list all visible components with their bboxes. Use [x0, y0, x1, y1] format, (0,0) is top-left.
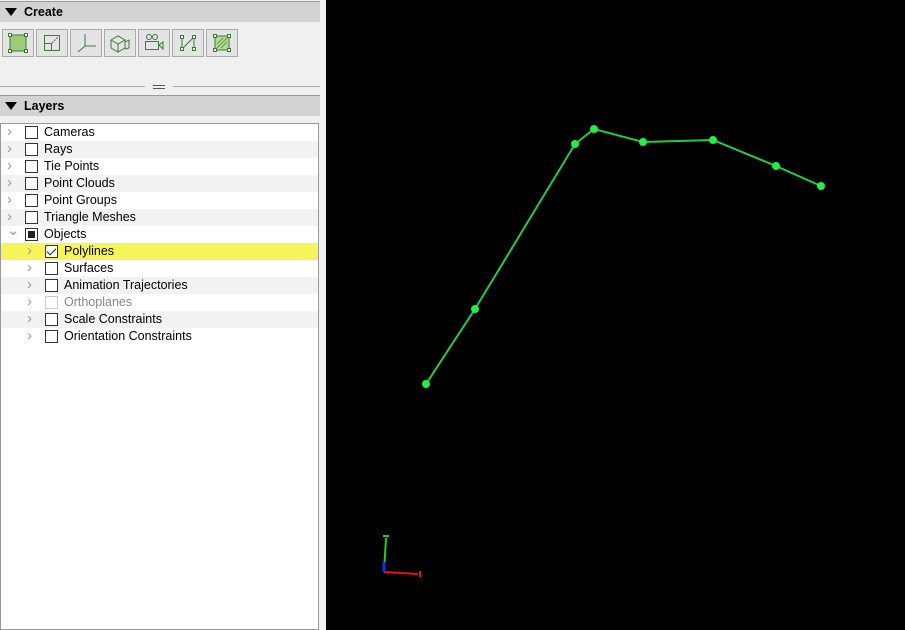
layer-label: Surfaces [64, 261, 114, 275]
polyline-vertex[interactable] [817, 182, 825, 190]
layer-item-rays[interactable]: › Rays [1, 141, 318, 158]
visibility-checkbox[interactable] [25, 160, 38, 173]
chevron-right-icon[interactable]: › [27, 242, 32, 259]
chevron-right-icon[interactable]: › [7, 140, 12, 157]
create-panel-title: Create [24, 5, 63, 19]
layer-item-scale-constraints[interactable]: › Scale Constraints [1, 311, 318, 328]
layer-item-orientation-constraints[interactable]: › Orientation Constraints [1, 328, 318, 345]
box-camera-button[interactable] [104, 29, 136, 57]
layer-label: Cameras [44, 125, 95, 139]
visibility-checkbox[interactable] [45, 262, 58, 275]
polyline[interactable] [425, 127, 822, 385]
visibility-checkbox[interactable] [25, 126, 38, 139]
chevron-right-icon[interactable]: › [7, 191, 12, 208]
polyline-button[interactable] [172, 29, 204, 57]
polyline-vertex[interactable] [471, 305, 479, 313]
chevron-right-icon[interactable]: › [27, 327, 32, 344]
polyline-icon [180, 35, 196, 51]
chevron-right-icon[interactable]: › [7, 123, 12, 140]
layers-tree: › Cameras › Rays › Tie Points › Point Clouds › Po… [0, 123, 319, 630]
layer-label: Polylines [64, 244, 115, 258]
visibility-checkbox[interactable] [45, 296, 58, 309]
chevron-right-icon[interactable]: › [7, 157, 12, 174]
chevron-right-icon[interactable]: › [27, 293, 32, 310]
splitter-grip-icon[interactable] [145, 82, 173, 91]
chevron-right-icon[interactable]: › [27, 310, 32, 327]
camera-button[interactable] [138, 29, 170, 57]
axes-icon [77, 34, 96, 53]
layer-label: Point Groups [44, 193, 117, 207]
layers-panel-header[interactable]: Layers [0, 95, 320, 116]
polyline-vertex[interactable] [422, 380, 430, 388]
layer-item-point-groups[interactable]: › Point Groups [1, 192, 318, 209]
video-camera-icon [145, 34, 164, 51]
3d-viewport[interactable] [326, 0, 905, 630]
layer-item-objects[interactable]: ⌄ Objects [1, 222, 318, 243]
polyline-vertex[interactable] [639, 138, 647, 146]
create-rectangle-button[interactable] [2, 29, 34, 57]
hatched-surface-icon [213, 34, 231, 52]
layer-item-orthoplanes[interactable]: › Orthoplanes [1, 294, 318, 311]
chevron-right-icon[interactable]: › [7, 208, 12, 225]
layer-item-triangle-meshes[interactable]: › Triangle Meshes [1, 209, 318, 226]
layer-label: Scale Constraints [64, 312, 162, 326]
layer-label: Orthoplanes [64, 295, 133, 309]
layer-label: Point Clouds [44, 176, 115, 190]
polyline-vertex[interactable] [709, 136, 717, 144]
left-panel: Create Layers › Cameras › Rays › Tie Points › P… [0, 0, 320, 630]
visibility-checkbox[interactable] [25, 228, 38, 241]
layer-item-polylines[interactable]: › Polylines [1, 243, 318, 260]
chevron-right-icon[interactable]: › [7, 174, 12, 191]
visibility-checkbox[interactable] [25, 143, 38, 156]
visibility-checkbox[interactable] [45, 330, 58, 343]
visibility-checkbox[interactable] [25, 177, 38, 190]
visibility-checkbox[interactable] [45, 245, 58, 258]
visibility-checkbox[interactable] [45, 313, 58, 326]
collapse-triangle-icon[interactable] [5, 102, 17, 110]
polyline-vertex[interactable] [590, 125, 598, 133]
layer-label: Rays [44, 142, 73, 156]
x-axis [383, 571, 419, 575]
chevron-right-icon[interactable]: › [27, 276, 32, 293]
chevron-right-icon[interactable]: › [27, 259, 32, 276]
create-panel-header[interactable]: Create [0, 1, 320, 22]
create-toolbar [0, 29, 238, 57]
layer-label: Triangle Meshes [44, 210, 136, 224]
layer-item-animation-trajectories[interactable]: › Animation Trajectories [1, 277, 318, 294]
layer-label: Objects [44, 227, 87, 241]
scale-box-button[interactable] [36, 29, 68, 57]
viewport-canvas[interactable] [326, 0, 905, 630]
layer-label: Tie Points [44, 159, 100, 173]
scale-box-icon [44, 35, 60, 51]
axes-button[interactable] [70, 29, 102, 57]
visibility-checkbox[interactable] [45, 279, 58, 292]
layer-item-point-clouds[interactable]: › Point Clouds [1, 175, 318, 192]
box-camera-icon [110, 35, 130, 53]
axis-gizmo [382, 535, 421, 577]
chevron-down-icon[interactable]: ⌄ [7, 222, 20, 239]
layer-item-surfaces[interactable]: › Surfaces [1, 260, 318, 277]
polyline-vertex[interactable] [571, 140, 579, 148]
collapse-triangle-icon[interactable] [5, 8, 17, 16]
layers-panel-title: Layers [24, 99, 65, 113]
layer-item-cameras[interactable]: › Cameras [1, 124, 318, 141]
layer-label: Animation Trajectories [64, 278, 188, 292]
visibility-checkbox[interactable] [25, 211, 38, 224]
layer-item-tie-points[interactable]: › Tie Points [1, 158, 318, 175]
rectangle-fill-icon [8, 33, 28, 53]
polyline-vertex[interactable] [772, 162, 780, 170]
visibility-checkbox[interactable] [25, 194, 38, 207]
layer-label: Orientation Constraints [64, 329, 192, 343]
surface-button[interactable] [206, 29, 238, 57]
